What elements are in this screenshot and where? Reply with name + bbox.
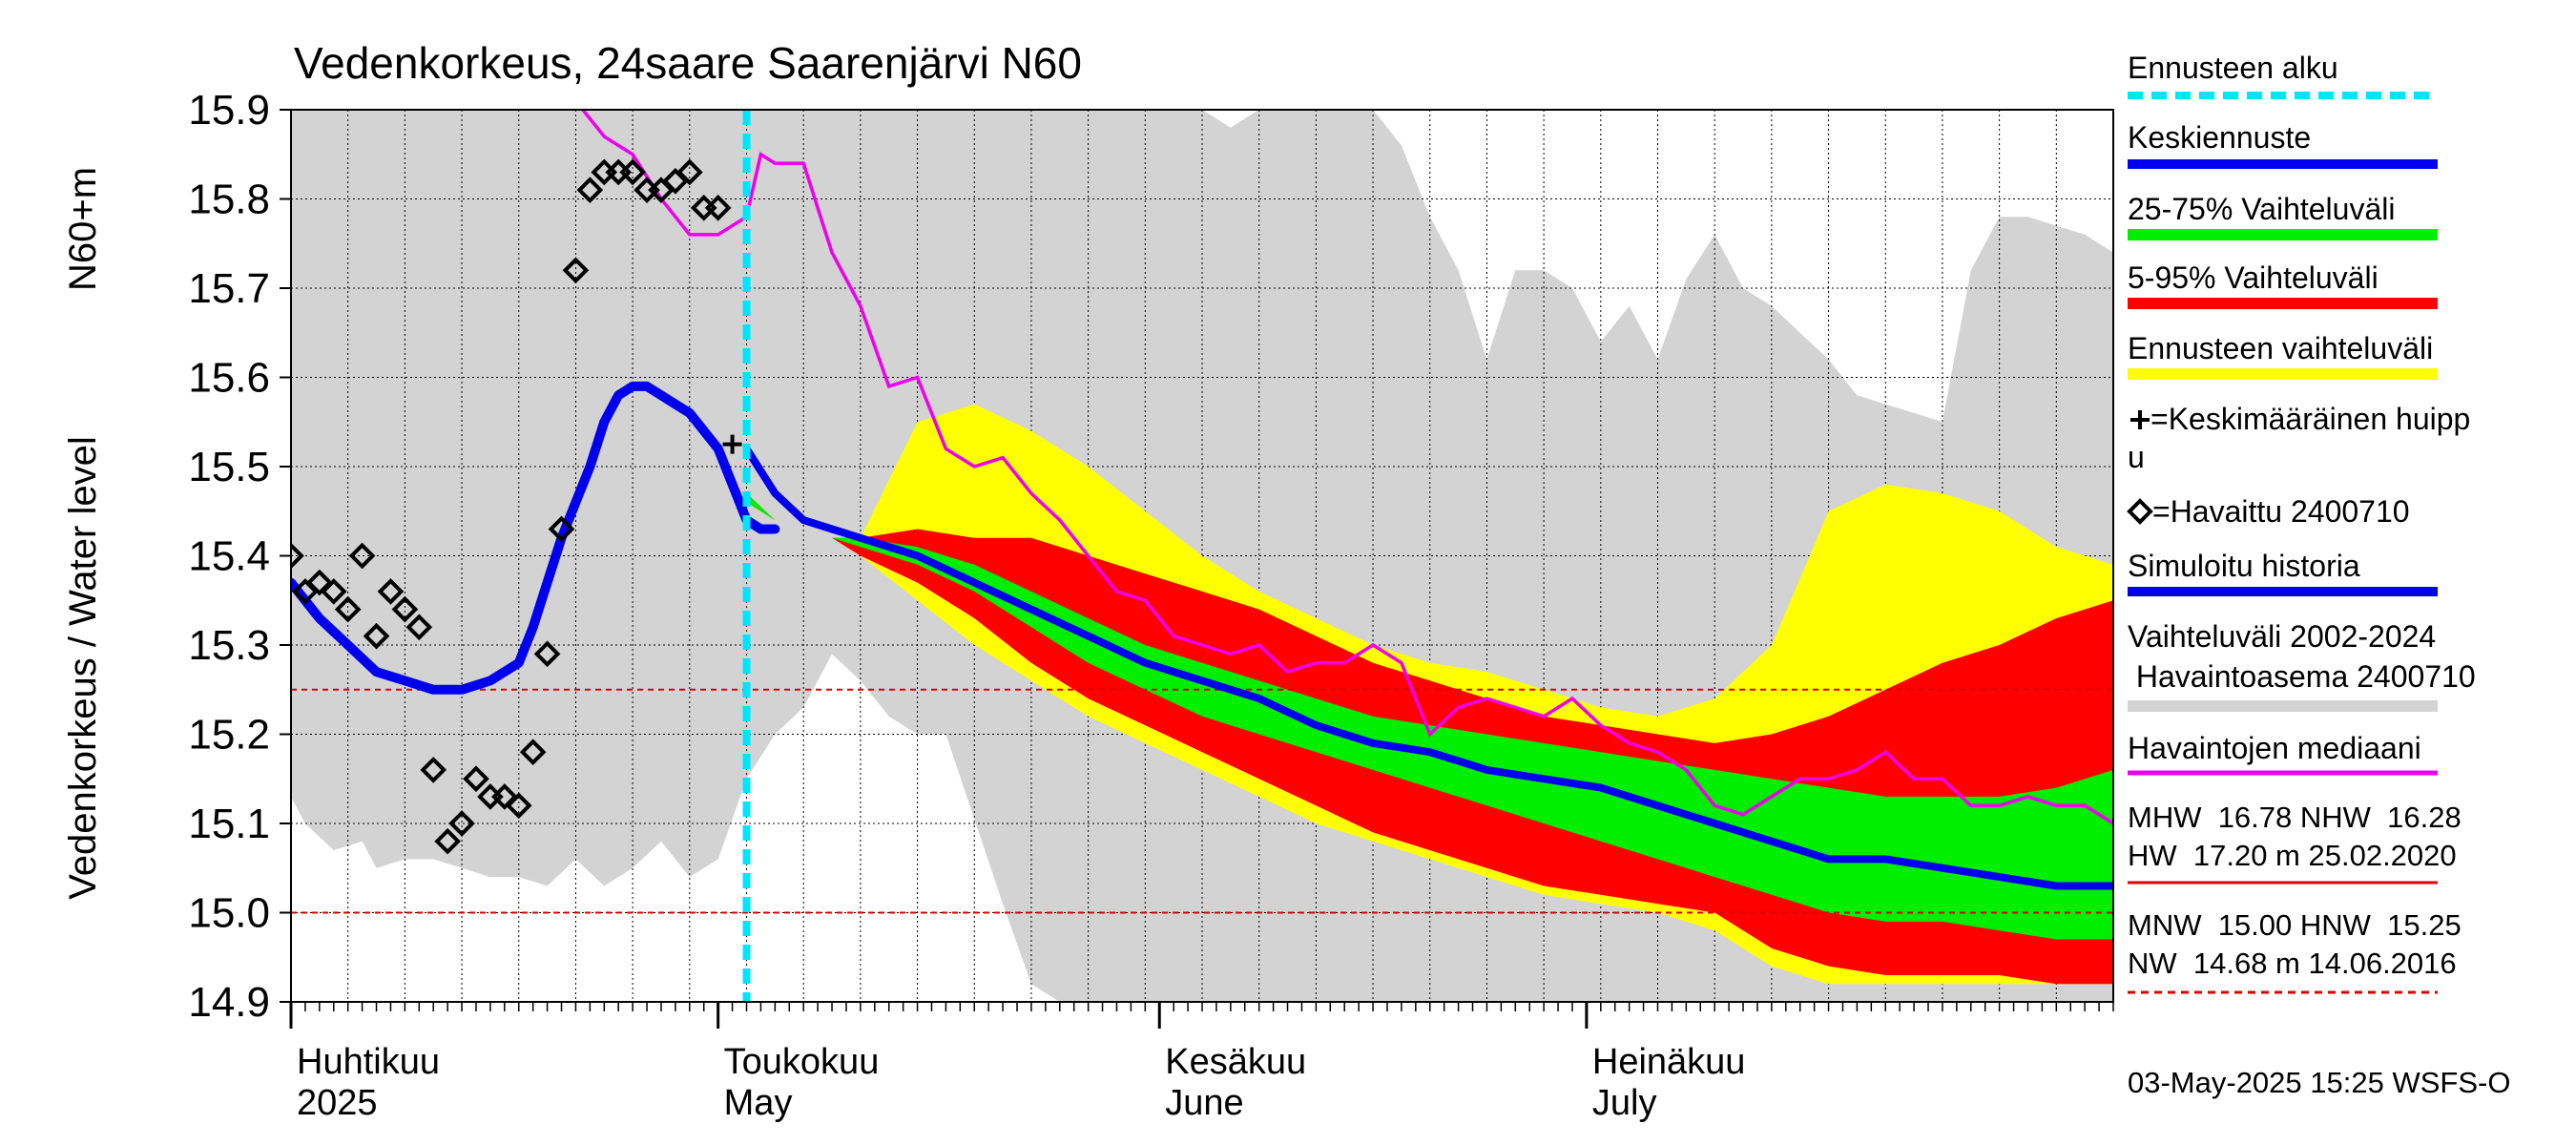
x-month-label: Huhtikuu bbox=[297, 1042, 440, 1082]
legend-simulated-label: Simuloitu historia bbox=[2128, 549, 2360, 583]
simulated-history-line bbox=[291, 381, 780, 695]
observed-point bbox=[448, 810, 475, 837]
y-tick-label: 15.7 bbox=[188, 265, 270, 312]
observed-point bbox=[377, 578, 405, 605]
mean-forecast-line bbox=[743, 447, 2113, 890]
x-month-sublabel: May bbox=[724, 1083, 793, 1123]
legend-mean-peak-label-cont: u bbox=[2128, 440, 2145, 474]
observed-point bbox=[704, 195, 732, 221]
legend-stats-nw: NW 14.68 m 14.06.2016 bbox=[2128, 947, 2457, 980]
y-tick-label: 14.9 bbox=[188, 979, 270, 1026]
legend-p5-95-label: 5-95% Vaihteluväli bbox=[2128, 260, 2379, 295]
y-axis: 15.9 15.8 15.7 15.6 15.5 15.4 15.3 15.2 15.1 15.0… bbox=[188, 87, 291, 1026]
x-month-label: Kesäkuu bbox=[1165, 1042, 1306, 1082]
chart-title: Vedenkorkeus, 24saare Saarenjärvi N60 bbox=[294, 38, 1082, 88]
legend: Ennusteen alku Keskiennuste 25-75% Vaiht… bbox=[2127, 51, 2510, 1099]
legend-observed-label: =Havaittu 2400710 bbox=[2152, 494, 2410, 529]
observed-point bbox=[576, 177, 604, 203]
observed-point bbox=[675, 158, 703, 186]
y-axis-unit-label: N60+m bbox=[62, 167, 104, 291]
legend-stats-mhw: MHW 16.78 NHW 16.28 bbox=[2128, 801, 2462, 834]
plot-area bbox=[291, 110, 2113, 1002]
observed-point bbox=[562, 257, 590, 284]
observed-point bbox=[320, 578, 347, 605]
observed-point bbox=[391, 595, 419, 623]
y-tick-label: 15.6 bbox=[188, 355, 270, 402]
observed-point bbox=[434, 827, 461, 855]
y-tick-label: 15.4 bbox=[188, 533, 270, 580]
p25-75-band bbox=[746, 493, 2113, 940]
y-tick-label: 15.3 bbox=[188, 622, 270, 669]
y-tick-label: 15.9 bbox=[188, 87, 270, 134]
observed-point bbox=[334, 595, 362, 623]
x-month-label: Heinäkuu bbox=[1592, 1042, 1746, 1082]
observed-point bbox=[291, 542, 304, 570]
legend-median-label: Havaintojen mediaani bbox=[2128, 731, 2421, 765]
legend-mean-peak-icon bbox=[2130, 410, 2150, 429]
legend-forecast-range-label: Ennusteen vaihteluväli bbox=[2128, 331, 2433, 365]
observed-points bbox=[291, 158, 732, 855]
footer-timestamp: 03-May-2025 15:25 WSFS-O bbox=[2128, 1066, 2510, 1099]
observed-point bbox=[533, 640, 561, 668]
legend-observed-icon bbox=[2127, 498, 2153, 525]
y-tick-label: 15.8 bbox=[188, 177, 270, 223]
x-month-sublabel: July bbox=[1592, 1083, 1657, 1123]
observed-point bbox=[463, 765, 489, 793]
y-tick-label: 15.2 bbox=[188, 712, 270, 759]
y-axis-label: Vedenkorkeus / Water level bbox=[62, 436, 104, 899]
y-tick-label: 15.0 bbox=[188, 890, 270, 937]
observed-point bbox=[505, 792, 532, 820]
observed-point bbox=[490, 783, 518, 810]
legend-mean-forecast-label: Keskiennuste bbox=[2128, 120, 2311, 155]
mean-peak-marker bbox=[722, 434, 742, 454]
observed-point bbox=[306, 569, 333, 596]
y-tick-label: 15.5 bbox=[188, 444, 270, 490]
x-month-label: Toukokuu bbox=[724, 1042, 880, 1082]
observed-point bbox=[519, 739, 547, 766]
legend-stats-mnw: MNW 15.00 HNW 15.25 bbox=[2128, 908, 2462, 942]
observed-point bbox=[363, 622, 390, 650]
legend-p25-75-label: 25-75% Vaihteluväli bbox=[2128, 192, 2395, 226]
median-observed-line bbox=[580, 110, 2113, 825]
y-tick-label: 15.1 bbox=[188, 801, 270, 847]
observed-point bbox=[548, 515, 575, 543]
legend-stats-hw: HW 17.20 m 25.02.2020 bbox=[2128, 839, 2457, 872]
x-month-sublabel: June bbox=[1165, 1083, 1243, 1123]
observed-point bbox=[405, 614, 433, 641]
observed-point bbox=[420, 757, 447, 783]
legend-historical-range-label: Vaihteluväli 2002-2024 bbox=[2128, 619, 2436, 654]
observed-point bbox=[619, 158, 646, 186]
x-month-sublabel: 2025 bbox=[297, 1083, 378, 1123]
legend-historical-range-label-cont: Havaintoasema 2400710 bbox=[2128, 659, 2476, 694]
observed-point bbox=[348, 542, 376, 570]
legend-forecast-start-label: Ennusteen alku bbox=[2128, 51, 2338, 85]
legend-mean-peak-label: =Keskimääräinen huipp bbox=[2150, 402, 2470, 436]
